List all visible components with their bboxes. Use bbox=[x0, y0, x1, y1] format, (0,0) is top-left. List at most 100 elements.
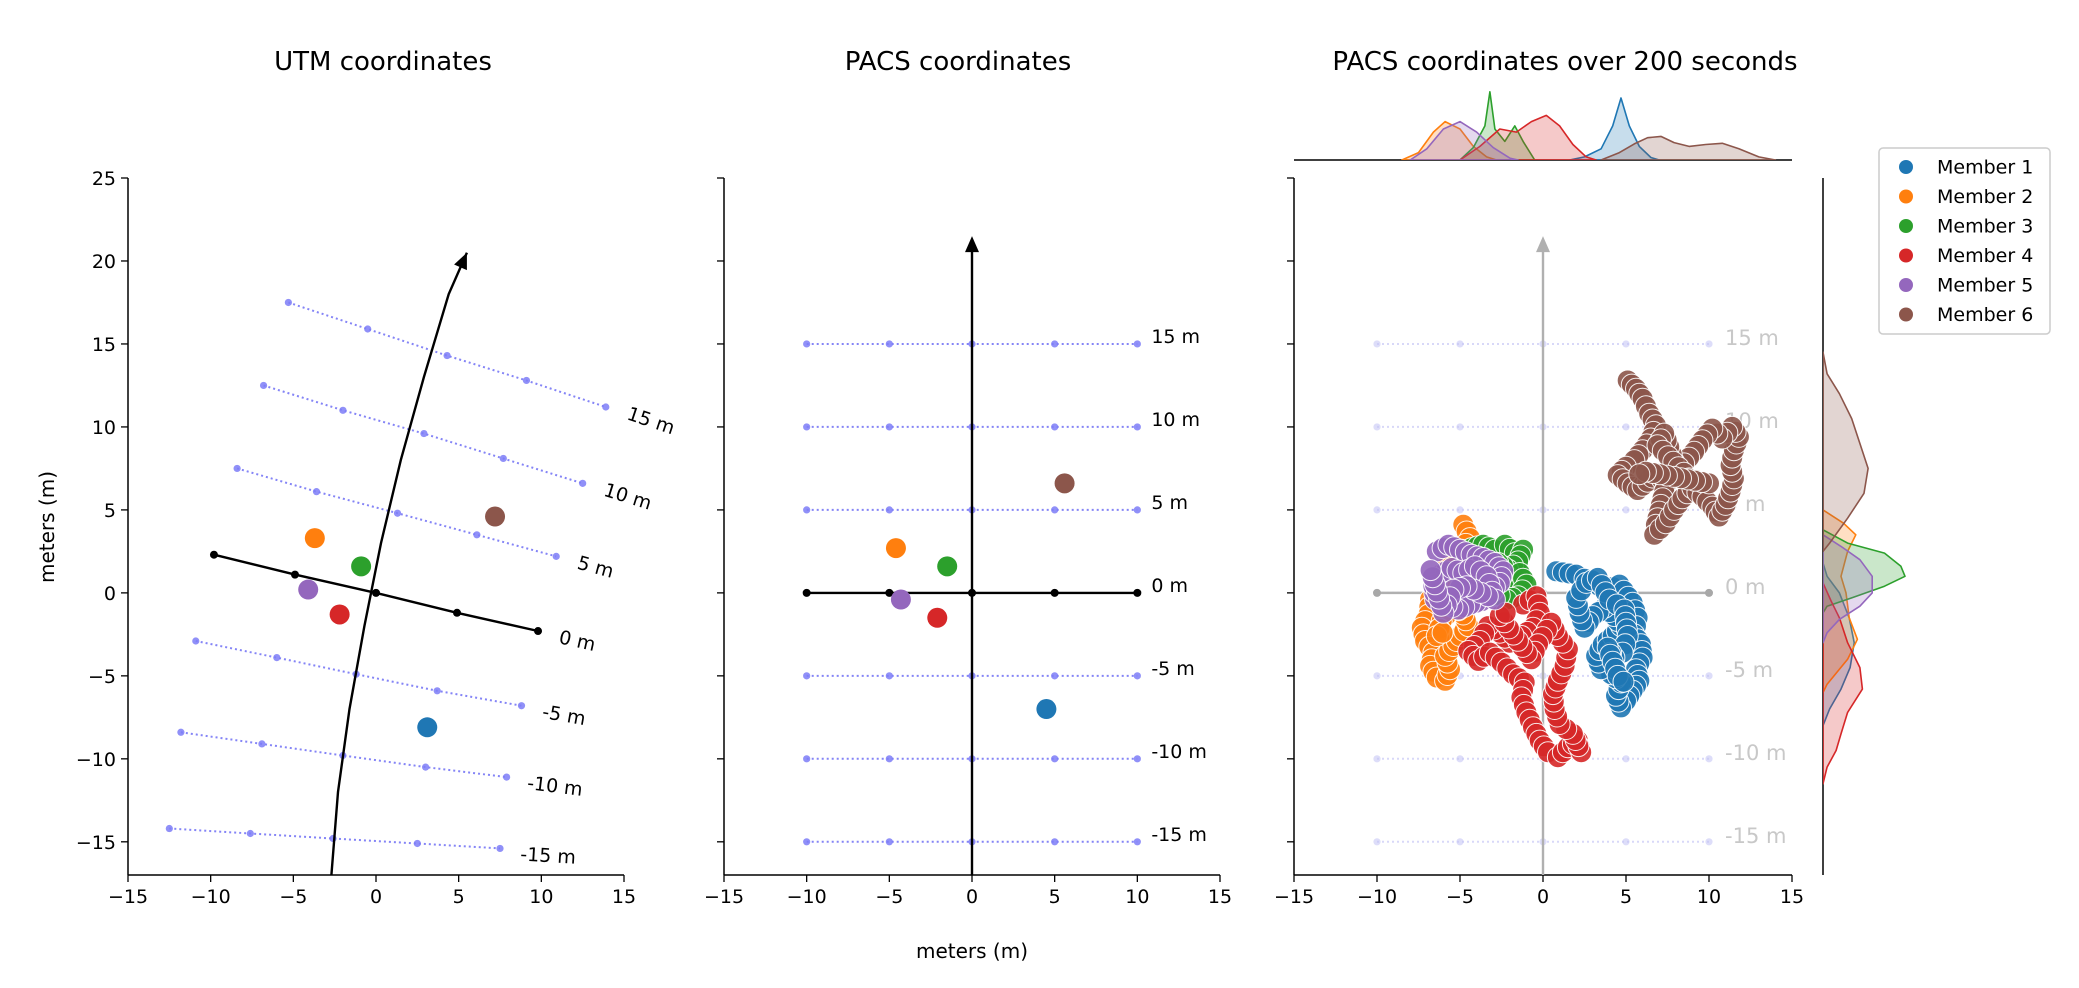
direction-arrow-head bbox=[1536, 236, 1550, 253]
y-tick-label: 15 bbox=[92, 334, 116, 356]
reference-marker bbox=[1051, 423, 1059, 431]
reference-line-label: -5 m bbox=[1725, 658, 1773, 682]
right-marginal-curves bbox=[1823, 351, 1906, 785]
reference-line bbox=[288, 301, 607, 408]
panel-pacs-xlabel: meters (m) bbox=[916, 939, 1028, 963]
x-tick-label: 10 bbox=[1697, 886, 1721, 908]
reference-marker bbox=[290, 570, 299, 579]
data-point bbox=[885, 538, 906, 559]
reference-marker bbox=[1373, 672, 1381, 680]
reference-line-label: 5 m bbox=[1151, 492, 1188, 514]
trajectory-points bbox=[1410, 369, 1750, 769]
direction-arrow-head bbox=[965, 236, 979, 253]
reference-marker bbox=[339, 406, 347, 414]
reference-marker bbox=[1705, 340, 1713, 348]
reference-line-label: 0 m bbox=[1725, 575, 1766, 599]
legend-label: Member 5 bbox=[1937, 275, 2033, 297]
legend-marker bbox=[1899, 307, 1913, 322]
data-point bbox=[1054, 473, 1075, 494]
reference-line-label: 0 m bbox=[557, 626, 598, 656]
data-point bbox=[417, 717, 438, 738]
reference-marker bbox=[1622, 506, 1630, 514]
x-tick-label: 10 bbox=[1125, 886, 1149, 908]
reference-line-label: 15 m bbox=[1151, 326, 1200, 348]
density-curve bbox=[1823, 534, 1873, 644]
reference-marker bbox=[364, 325, 372, 333]
direction-arrow-head bbox=[454, 252, 467, 271]
data-point bbox=[927, 607, 948, 628]
trajectory-point bbox=[1612, 670, 1635, 693]
x-tick-label: 0 bbox=[370, 886, 382, 908]
reference-marker bbox=[413, 839, 421, 848]
reference-marker bbox=[602, 403, 610, 411]
reference-marker bbox=[885, 838, 893, 846]
trajectory-point bbox=[1419, 559, 1442, 582]
reference-marker bbox=[885, 588, 894, 597]
panel-utm-plot: −15 −10 −5 0 5 10 15 −15 −10 −5 0 5 10 15 20 25 15 m 10 m… bbox=[76, 168, 678, 908]
reference-marker bbox=[1622, 340, 1630, 348]
top-marginal-curves bbox=[1401, 91, 1777, 160]
reference-marker bbox=[517, 702, 526, 710]
reference-marker bbox=[1705, 838, 1713, 846]
reference-line-label: 15 m bbox=[1725, 326, 1779, 350]
reference-marker bbox=[885, 423, 893, 431]
origin-marker bbox=[1705, 588, 1713, 597]
y-tick-label: 10 bbox=[92, 417, 116, 439]
y-tick-label: −5 bbox=[88, 666, 116, 688]
data-point bbox=[890, 589, 911, 610]
reference-marker bbox=[1133, 755, 1141, 763]
panel-pacs-time: PACS coordinates over 200 seconds −15 −10… bbox=[1274, 47, 1906, 908]
data-point bbox=[304, 528, 325, 549]
data-point bbox=[298, 579, 319, 600]
x-tick-label: 10 bbox=[529, 886, 553, 908]
density-curve bbox=[1600, 135, 1777, 160]
reference-marker bbox=[496, 844, 504, 853]
reference-marker bbox=[1622, 755, 1630, 763]
reference-marker bbox=[372, 588, 380, 597]
x-tick-label: −10 bbox=[191, 886, 231, 908]
reference-line-label: 5 m bbox=[575, 552, 616, 583]
right-marginal-density bbox=[1822, 178, 1906, 875]
panel-utm-ylabel: meters (m) bbox=[35, 471, 59, 583]
reference-line bbox=[263, 384, 583, 485]
top-marginal-density bbox=[1294, 91, 1792, 161]
reference-marker bbox=[284, 298, 292, 307]
reference-marker bbox=[803, 838, 811, 846]
x-tick-label: −15 bbox=[704, 886, 744, 908]
legend: Member 1 Member 2 Member 3 Member 4 Member 5… bbox=[1878, 147, 2051, 335]
origin-marker bbox=[1373, 588, 1381, 597]
reference-line bbox=[169, 827, 501, 850]
panel-pacs: PACS coordinates meters (m) −15 −10 −5 0 5 10… bbox=[704, 47, 1232, 963]
reference-marker bbox=[422, 763, 430, 771]
reference-marker bbox=[453, 608, 462, 617]
legend-marker bbox=[1899, 278, 1913, 292]
reference-marker bbox=[433, 687, 441, 695]
reference-marker bbox=[1133, 340, 1141, 348]
legend-items: Member 1 Member 2 Member 3 Member 4 Member 5… bbox=[1899, 157, 2033, 326]
reference-marker bbox=[246, 829, 254, 838]
density-curve bbox=[1823, 562, 1855, 727]
reference-line-label: -10 m bbox=[1151, 741, 1207, 763]
reference-marker bbox=[1051, 672, 1059, 680]
reference-marker bbox=[802, 588, 811, 597]
y-tick-label: 5 bbox=[104, 500, 116, 522]
legend-marker bbox=[1899, 248, 1913, 263]
trajectory-point bbox=[1431, 621, 1454, 644]
trajectory-point bbox=[1628, 463, 1651, 486]
panel-utm: UTM coordinates meters (m) −15 −10 −5 0 5 10 1… bbox=[35, 47, 677, 908]
reference-marker bbox=[885, 506, 893, 514]
reference-marker bbox=[1456, 755, 1464, 763]
x-tick-label: 5 bbox=[453, 886, 465, 908]
reference-line bbox=[195, 640, 522, 707]
legend-label: Member 2 bbox=[1937, 186, 2033, 208]
panel-pacs-plot: −15 −10 −5 0 5 10 15 15 m 10 m 5 m 0 m -5 m -10 m -15… bbox=[704, 177, 1232, 908]
density-curve bbox=[1823, 582, 1864, 785]
x-tick-label: 5 bbox=[1049, 886, 1061, 908]
legend-label: Member 1 bbox=[1937, 157, 2033, 179]
reference-marker bbox=[1622, 838, 1630, 846]
reference-marker bbox=[165, 824, 173, 833]
direction-arrow bbox=[330, 252, 468, 876]
x-tick-label: −5 bbox=[279, 886, 307, 908]
